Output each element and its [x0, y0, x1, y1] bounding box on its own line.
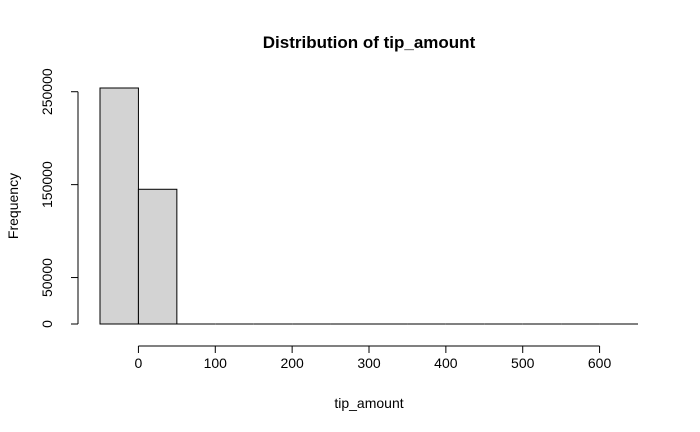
y-tick-label: 250000	[39, 68, 55, 115]
x-axis: 0 100 200 300 400 500 600	[135, 345, 612, 371]
x-axis-label: tip_amount	[334, 395, 403, 411]
x-tick-label: 300	[357, 355, 381, 371]
x-tick-label: 0	[135, 355, 143, 371]
x-tick-label: 500	[511, 355, 535, 371]
x-tick-label: 400	[434, 355, 458, 371]
y-tick-label: 50000	[39, 258, 55, 297]
bars-group	[99, 87, 638, 325]
chart-title: Distribution of tip_amount	[263, 33, 476, 52]
x-tick-label: 600	[588, 355, 612, 371]
histogram-bar	[99, 87, 139, 325]
histogram-bar	[137, 188, 178, 325]
y-tick-label: 150000	[39, 161, 55, 208]
y-axis: 0 50000 150000 250000	[39, 68, 79, 328]
y-tick-label: 0	[39, 320, 55, 328]
y-axis-label: Frequency	[5, 173, 21, 239]
x-tick-label: 200	[280, 355, 304, 371]
x-tick-label: 100	[204, 355, 228, 371]
